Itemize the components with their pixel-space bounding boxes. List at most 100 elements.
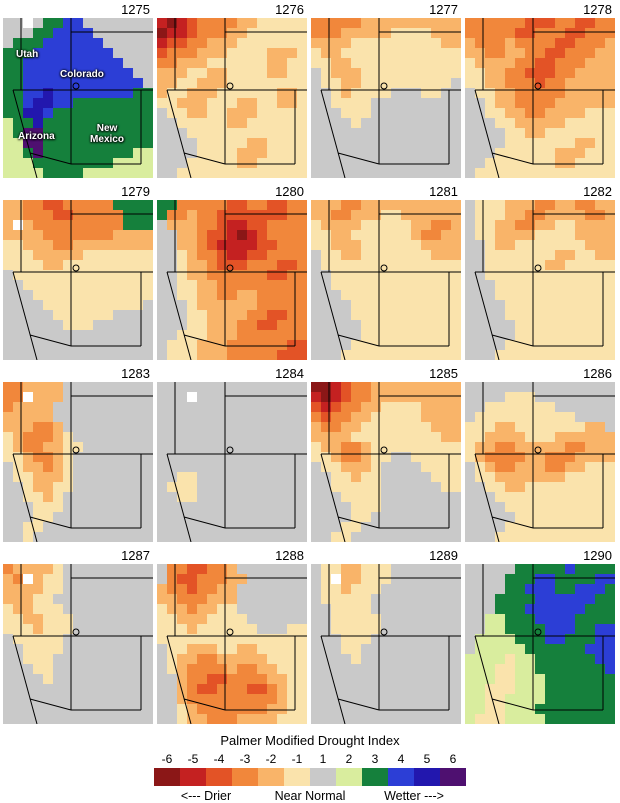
grid-cell <box>585 280 595 290</box>
grid-cell <box>207 522 217 532</box>
grid-cell <box>177 492 187 502</box>
grid-cell <box>515 432 525 442</box>
grid-cell <box>187 472 197 482</box>
grid-cell <box>485 452 495 462</box>
grid-cell <box>63 250 73 260</box>
grid-cell <box>123 704 133 714</box>
grid-cell <box>43 472 53 482</box>
grid-cell <box>143 482 153 492</box>
grid-cell <box>247 634 257 644</box>
grid-cell <box>311 532 321 542</box>
grid-cell <box>465 58 475 68</box>
grid-cell <box>391 604 401 614</box>
grid-cell <box>391 260 401 270</box>
grid-cell <box>555 158 565 168</box>
grid-cell <box>103 148 113 158</box>
grid-cell <box>63 462 73 472</box>
grid-cell <box>371 492 381 502</box>
grid-cell <box>475 422 485 432</box>
grid-cell <box>475 210 485 220</box>
grid-cell <box>13 382 23 392</box>
grid-cell <box>207 564 217 574</box>
grid-cell <box>351 674 361 684</box>
grid-cell <box>525 674 535 684</box>
grid-cell <box>565 654 575 664</box>
grid-cell <box>3 584 13 594</box>
grid-cell <box>257 462 267 472</box>
grid-cell <box>73 472 83 482</box>
grid-cell <box>565 714 575 724</box>
grid-cell <box>23 584 33 594</box>
grid-cell <box>3 108 13 118</box>
grid-cell <box>53 138 63 148</box>
grid-cell <box>297 624 307 634</box>
grid-cell <box>535 128 545 138</box>
grid-cell <box>277 664 287 674</box>
grid-cell <box>361 148 371 158</box>
grid-cell <box>585 38 595 48</box>
grid-cell <box>187 270 197 280</box>
grid-cell <box>545 270 555 280</box>
grid-cell <box>167 402 177 412</box>
grid-cell <box>605 482 615 492</box>
grid-cell <box>167 432 177 442</box>
grid-cell <box>515 270 525 280</box>
grid-cell <box>411 78 421 88</box>
grid-cell <box>83 48 93 58</box>
grid-cell <box>465 432 475 442</box>
grid-cell <box>321 270 331 280</box>
grid-cell <box>545 240 555 250</box>
grid-cell <box>595 594 605 604</box>
grid-cell <box>257 200 267 210</box>
grid-cell <box>515 472 525 482</box>
grid-cell <box>451 38 461 48</box>
grid-cell <box>227 220 237 230</box>
grid-cell <box>33 168 43 178</box>
grid-cell <box>505 128 515 138</box>
grid-cell <box>565 532 575 542</box>
grid-cell <box>331 714 341 724</box>
grid-cell <box>93 482 103 492</box>
grid-cell <box>133 594 143 604</box>
grid-cell <box>187 624 197 634</box>
grid-cell <box>247 684 257 694</box>
grid-cell <box>421 482 431 492</box>
grid-cell <box>311 634 321 644</box>
grid-cell <box>23 694 33 704</box>
grid-cell <box>485 614 495 624</box>
grid-cell <box>371 250 381 260</box>
grid-cell <box>63 28 73 38</box>
grid-cell <box>277 38 287 48</box>
grid-cell <box>13 512 23 522</box>
grid-cell <box>595 280 605 290</box>
grid-cell <box>585 674 595 684</box>
grid-cell <box>217 250 227 260</box>
grid-cell <box>157 148 167 158</box>
grid-cell <box>465 522 475 532</box>
grid-cell <box>103 624 113 634</box>
grid-cell <box>13 452 23 462</box>
grid-cell <box>485 492 495 502</box>
grid-cell <box>431 714 441 724</box>
map <box>157 200 307 360</box>
grid-cell <box>123 280 133 290</box>
grid-cell <box>595 230 605 240</box>
grid-cell <box>505 78 515 88</box>
legend-swatch <box>258 768 284 786</box>
grid-cell <box>565 230 575 240</box>
grid-cell <box>605 674 615 684</box>
grid-cell <box>605 442 615 452</box>
grid-cell <box>113 532 123 542</box>
grid-cell <box>441 462 451 472</box>
grid-cell <box>123 158 133 168</box>
grid-cell <box>237 240 247 250</box>
grid-cell <box>605 412 615 422</box>
grid-cell <box>381 78 391 88</box>
grid-cell <box>257 382 267 392</box>
grid-cell <box>565 18 575 28</box>
grid-cell <box>237 574 247 584</box>
grid-cell <box>495 18 505 28</box>
grid-cell <box>391 502 401 512</box>
grid-cell <box>361 220 371 230</box>
grid-cell <box>73 48 83 58</box>
